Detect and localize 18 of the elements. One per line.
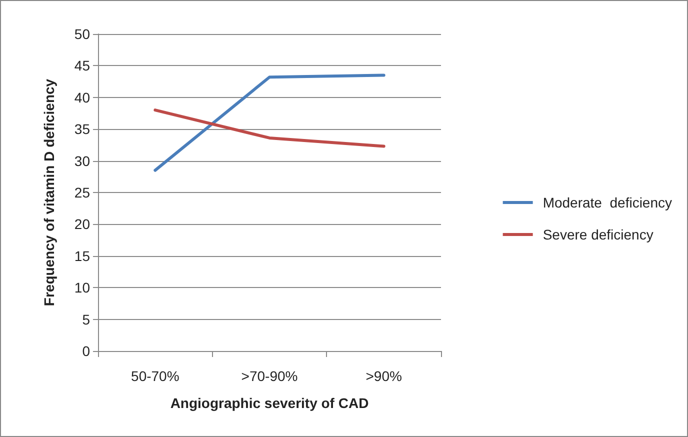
y-tick-label: 0 <box>82 343 90 359</box>
x-tick-label: >90% <box>366 368 402 384</box>
x-tick-label: 50-70% <box>131 368 180 384</box>
y-tick-label: 20 <box>74 216 90 232</box>
y-tick-label: 30 <box>74 152 90 169</box>
y-tick-label: 10 <box>74 280 90 296</box>
y-axis-title: Frequency of vitamin D deficiency <box>41 78 57 306</box>
y-tick-label: 15 <box>74 248 90 264</box>
y-tick-label: 45 <box>74 58 90 74</box>
x-tick-label: >70-90% <box>241 368 298 384</box>
x-axis-title: Angiographic severity of CAD <box>170 395 369 411</box>
y-tick-label: 50 <box>74 26 90 42</box>
y-tick-label: 35 <box>74 121 90 138</box>
y-tick-label: 25 <box>74 184 90 200</box>
legend-label: Moderate deficiency <box>542 194 672 210</box>
y-tick-label: 5 <box>82 311 90 328</box>
y-tick-label: 40 <box>74 89 90 106</box>
legend-label: Severe deficiency <box>542 226 654 242</box>
